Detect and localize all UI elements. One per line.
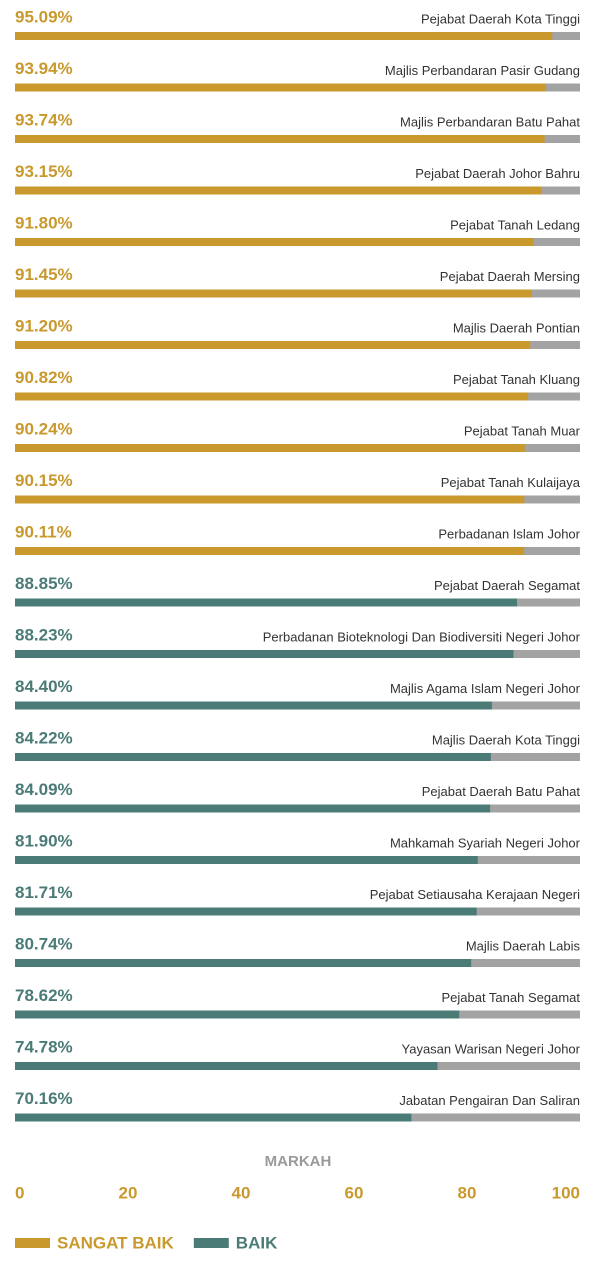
value-label: 84.22% [15,728,73,747]
bar [15,83,546,92]
category-label: Pejabat Daerah Kota Tinggi [421,11,580,26]
bar [15,1010,460,1019]
value-label: 90.11% [15,522,72,541]
x-tick-label: 100 [552,1183,580,1202]
value-label: 78.62% [15,986,73,1005]
bar [15,907,477,916]
value-label: 88.23% [15,625,73,644]
value-label: 90.82% [15,368,73,387]
bar [15,238,534,246]
bar [15,32,553,40]
legend-swatch [15,1238,50,1248]
value-label: 84.09% [15,780,73,799]
category-label: Majlis Agama Islam Negeri Johor [390,681,581,696]
bar [15,341,531,349]
value-label: 93.74% [15,110,73,129]
value-label: 90.15% [15,471,73,490]
category-label: Pejabat Tanah Segamat [441,990,580,1005]
value-label: 91.45% [15,265,73,284]
category-label: Pejabat Tanah Muar [464,423,581,438]
category-label: Pejabat Daerah Johor Bahru [415,166,580,181]
value-label: 93.15% [15,162,73,181]
bar [15,547,525,555]
value-label: 81.90% [15,831,73,850]
category-label: Pejabat Daerah Segamat [434,578,580,593]
category-label: Pejabat Setiausaha Kerajaan Negeri [370,887,580,902]
bar [15,701,492,710]
category-label: Pejabat Tanah Ledang [450,217,580,232]
x-axis-label: MARKAH [265,1153,332,1170]
category-label: Mahkamah Syariah Negeri Johor [390,835,581,850]
x-tick-label: 80 [458,1183,477,1202]
category-label: Perbadanan Islam Johor [438,526,580,541]
bar [15,289,532,298]
bar [15,1062,438,1070]
value-label: 84.40% [15,677,73,696]
value-label: 88.85% [15,574,73,593]
category-label: Majlis Perbandaran Pasir Gudang [385,63,580,78]
bar [15,856,478,864]
bar [15,959,472,967]
legend-label: BAIK [236,1233,278,1252]
bar [15,598,518,607]
bar [15,753,491,761]
value-label: 91.80% [15,213,73,232]
x-tick-label: 0 [15,1183,24,1202]
bar [15,392,529,401]
x-tick-label: 40 [232,1183,251,1202]
bar [15,444,525,452]
category-label: Majlis Daerah Kota Tinggi [432,732,580,747]
category-label: Majlis Perbandaran Batu Pahat [400,114,580,129]
x-tick-label: 20 [119,1183,138,1202]
bar [15,1113,412,1122]
category-label: Majlis Daerah Pontian [453,320,580,335]
value-label: 90.24% [15,419,73,438]
value-label: 74.78% [15,1037,73,1056]
value-label: 81.71% [15,883,73,902]
value-label: 91.20% [15,316,73,335]
category-label: Pejabat Tanah Kluang [453,372,580,387]
legend-label: SANGAT BAIK [57,1233,175,1252]
category-label: Perbadanan Bioteknologi Dan Biodiversiti… [263,629,581,644]
category-label: Pejabat Tanah Kulaijaya [441,475,581,490]
bar [15,495,525,504]
category-label: Pejabat Daerah Mersing [440,269,580,284]
category-label: Jabatan Pengairan Dan Saliran [399,1093,580,1108]
category-label: Majlis Daerah Labis [466,938,581,953]
category-label: Yayasan Warisan Negeri Johor [402,1041,581,1056]
legend-swatch [193,1238,229,1248]
value-label: 80.74% [15,934,73,953]
bar [15,804,491,813]
x-tick-label: 60 [345,1183,364,1202]
value-label: 95.09% [15,7,73,26]
bar [15,186,542,195]
bar [15,135,545,143]
bar [15,650,514,658]
value-label: 93.94% [15,59,73,78]
value-label: 70.16% [15,1089,73,1108]
category-label: Pejabat Daerah Batu Pahat [422,784,581,799]
